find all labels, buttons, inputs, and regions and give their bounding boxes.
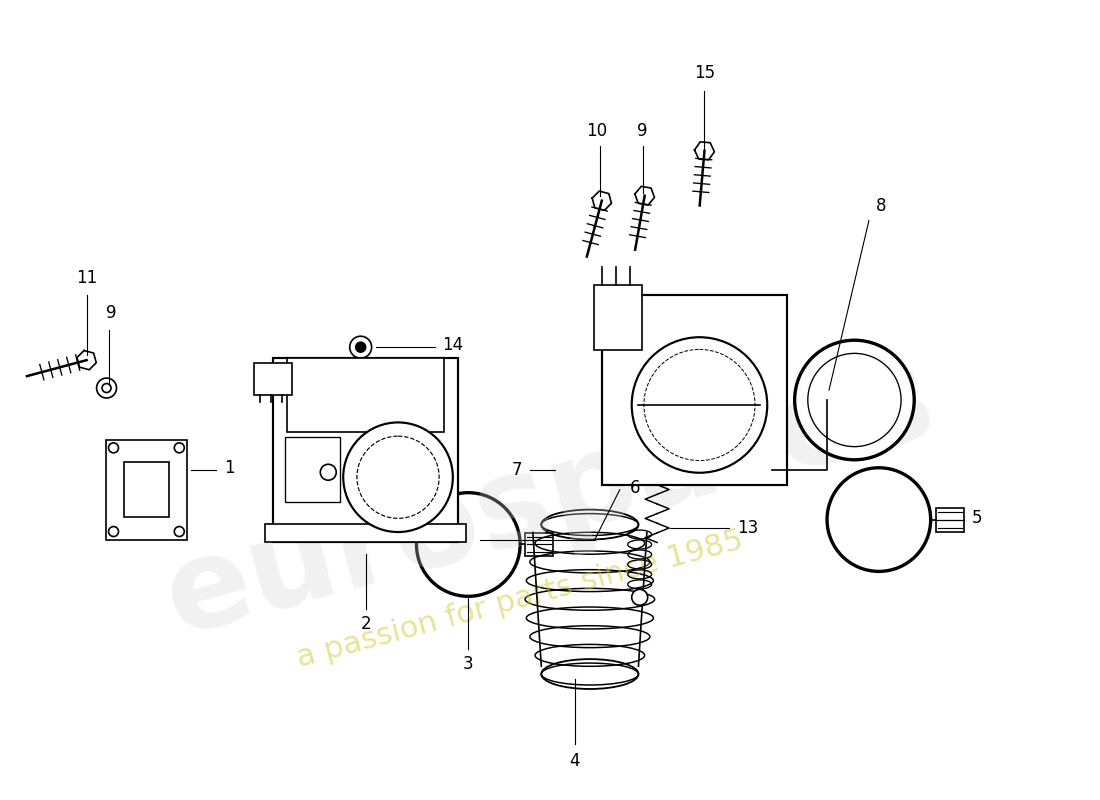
- Text: eurospares: eurospares: [153, 339, 947, 660]
- Bar: [274, 358, 458, 542]
- Bar: [124, 462, 169, 517]
- Text: 5: 5: [971, 509, 982, 526]
- Bar: [936, 508, 964, 531]
- Text: 15: 15: [694, 64, 715, 82]
- Bar: [287, 358, 444, 432]
- Text: 1: 1: [223, 458, 234, 477]
- Circle shape: [631, 338, 767, 473]
- Text: 10: 10: [586, 122, 607, 140]
- Circle shape: [631, 590, 648, 606]
- Bar: [594, 286, 642, 350]
- Circle shape: [343, 422, 453, 532]
- Text: 4: 4: [570, 752, 580, 770]
- Bar: [265, 524, 465, 542]
- Text: 14: 14: [442, 336, 463, 354]
- Bar: [285, 438, 340, 502]
- Text: 9: 9: [637, 122, 648, 140]
- Text: 8: 8: [876, 197, 887, 214]
- Bar: [603, 295, 786, 485]
- Text: 3: 3: [463, 655, 474, 673]
- Text: 7: 7: [512, 461, 522, 478]
- Circle shape: [355, 342, 365, 352]
- Bar: [254, 362, 293, 394]
- Text: 9: 9: [107, 304, 117, 322]
- Text: 2: 2: [361, 615, 371, 634]
- Text: 6: 6: [629, 478, 640, 497]
- Circle shape: [320, 464, 337, 480]
- Text: a passion for parts since 1985: a passion for parts since 1985: [294, 526, 747, 673]
- Bar: [525, 533, 553, 557]
- Text: 11: 11: [76, 270, 97, 287]
- Bar: [106, 440, 187, 539]
- Text: 13: 13: [737, 518, 758, 537]
- Circle shape: [794, 340, 914, 460]
